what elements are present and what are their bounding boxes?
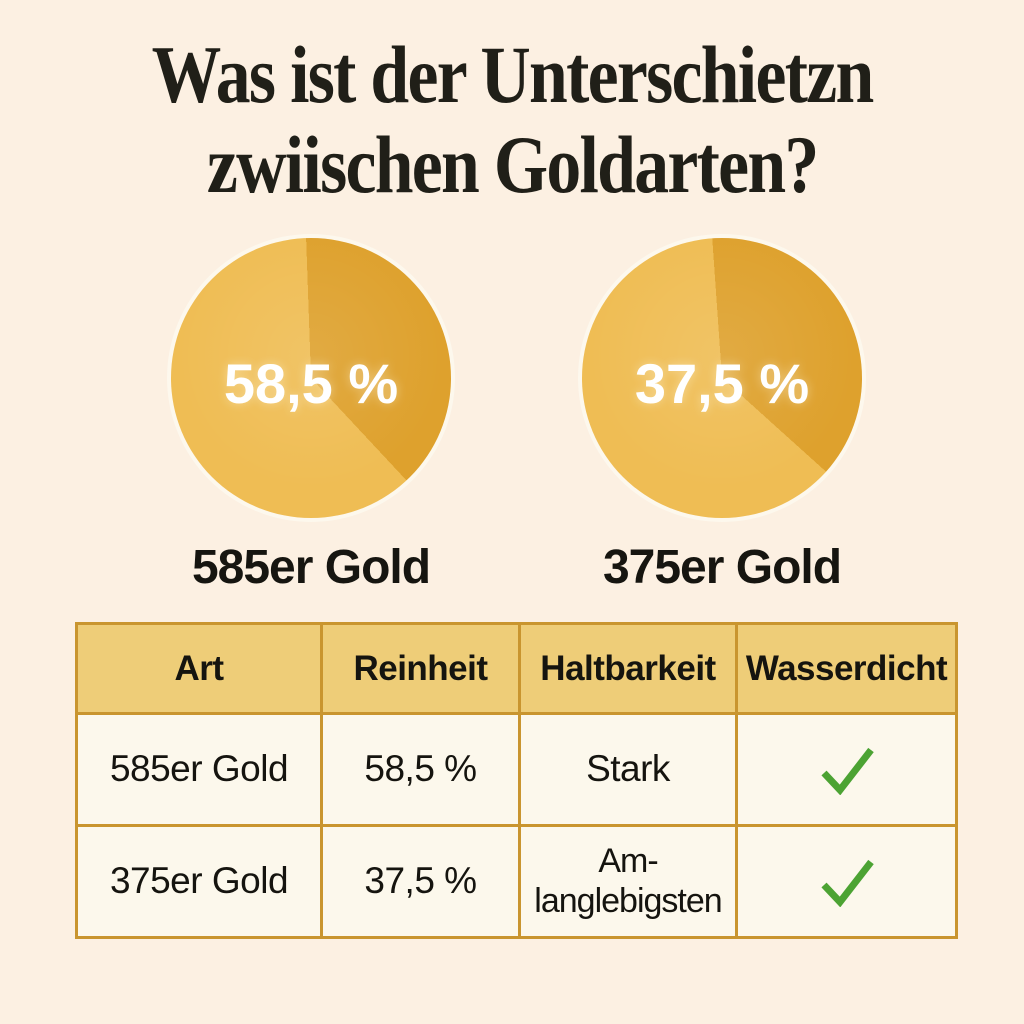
pie-percentage-label: 37,5 % bbox=[634, 351, 810, 415]
pie-chart-585er-gold: 58,5 % bbox=[171, 238, 451, 518]
cell-wasserdicht bbox=[735, 712, 958, 827]
table-row: 375er Gold 37,5 % Am- langlebigsten bbox=[75, 824, 958, 939]
gold-comparison-table: Art Reinheit Haltbarkeit Wasserdicht 585… bbox=[75, 622, 958, 939]
check-icon bbox=[820, 747, 874, 795]
check-icon bbox=[820, 859, 874, 907]
table-row: 585er Gold 58,5 % Stark bbox=[75, 712, 958, 827]
cell-art: 585er Gold bbox=[75, 712, 323, 827]
cell-reinheit: 58,5 % bbox=[320, 712, 521, 827]
pie-caption-585er-gold: 585er Gold bbox=[191, 541, 431, 594]
cell-art: 375er Gold bbox=[75, 824, 323, 939]
page-title: Was ist der Unterschietzn zwiischen Gold… bbox=[0, 30, 1024, 210]
column-header-haltbarkeit: Haltbarkeit bbox=[518, 622, 738, 715]
table-header-row: Art Reinheit Haltbarkeit Wasserdicht bbox=[75, 622, 958, 715]
pie-chart-375er-gold: 37,5 % bbox=[582, 238, 862, 518]
cell-wasserdicht bbox=[735, 824, 958, 939]
cell-haltbarkeit: Am- langlebigsten bbox=[518, 824, 738, 939]
column-header-wasserdicht: Wasserdicht bbox=[735, 622, 958, 715]
title-line-2: zwiischen Goldarten? bbox=[206, 119, 819, 210]
pie-percentage-label: 58,5 % bbox=[223, 351, 399, 415]
cell-reinheit: 37,5 % bbox=[320, 824, 521, 939]
column-header-art: Art bbox=[75, 622, 323, 715]
title-line-1: Was ist der Unterschietzn bbox=[151, 29, 875, 120]
column-header-reinheit: Reinheit bbox=[320, 622, 521, 715]
pie-caption-375er-gold: 375er Gold bbox=[602, 541, 842, 594]
cell-haltbarkeit: Stark bbox=[518, 712, 738, 827]
